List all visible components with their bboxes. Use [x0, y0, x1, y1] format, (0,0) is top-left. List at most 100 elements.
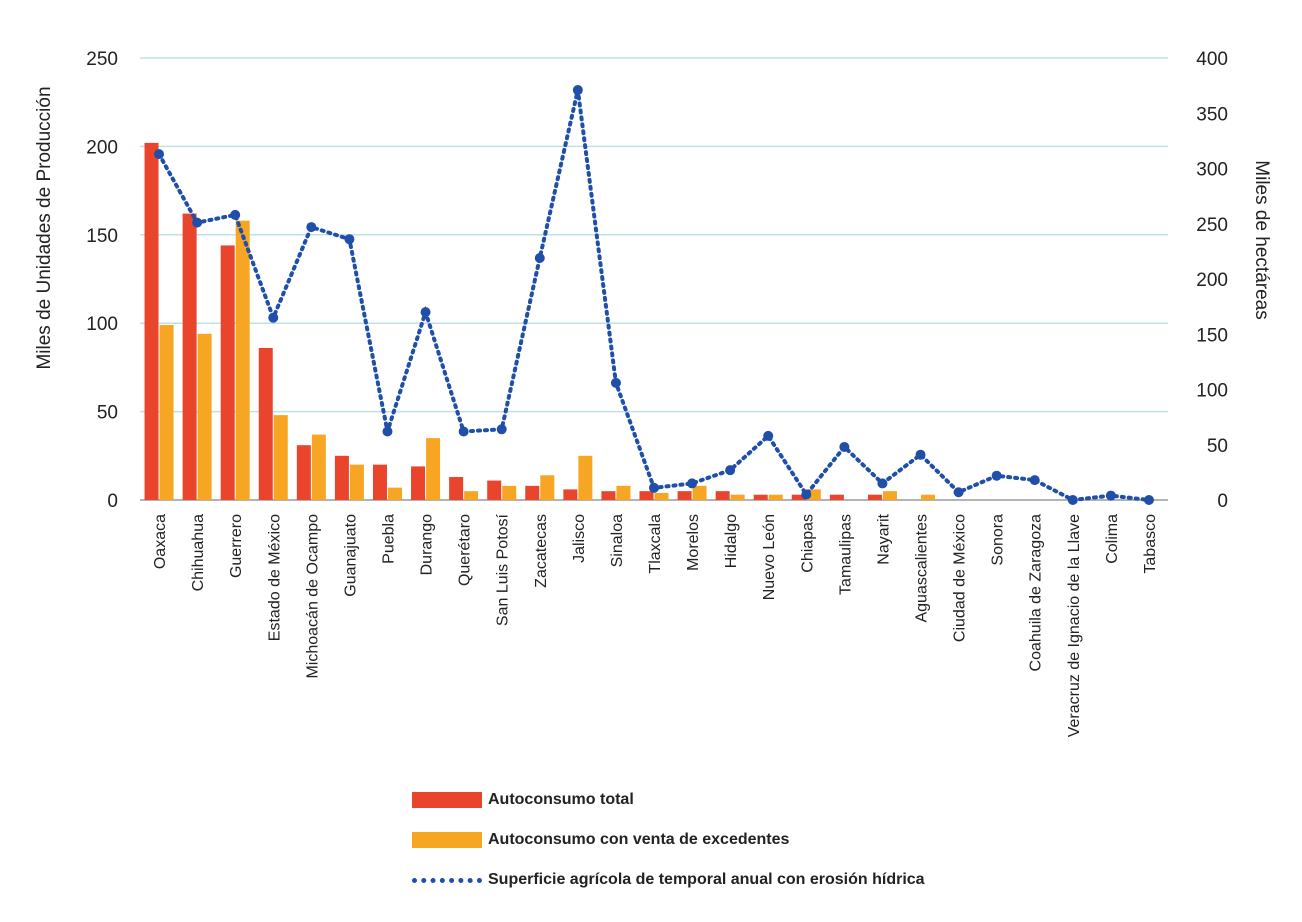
bar-autoconsumo-venta: [578, 455, 593, 500]
bar-autoconsumo-total: [220, 245, 235, 500]
erosion-point: [268, 312, 279, 323]
bar-autoconsumo-total: [334, 455, 349, 500]
erosion-point: [725, 465, 736, 476]
erosion-point: [572, 85, 583, 96]
bar-autoconsumo-venta: [921, 494, 936, 500]
erosion-point: [763, 430, 774, 441]
y-axis-left: 0 50 100 150 200 250: [86, 49, 118, 512]
x-tick-label: Sinaloa: [609, 514, 626, 567]
y2-tick-label: 150: [1196, 325, 1228, 346]
x-tick-label: Tabasco: [1142, 514, 1159, 574]
bar-autoconsumo-total: [296, 445, 311, 500]
bar-autoconsumo-venta: [882, 491, 897, 500]
y2-tick-label: 100: [1196, 381, 1228, 402]
bar-autoconsumo-total: [867, 494, 882, 500]
x-tick-label: Tlaxcala: [647, 514, 664, 574]
bar-autoconsumo-venta: [426, 438, 441, 500]
bar-autoconsumo-total: [144, 142, 159, 500]
erosion-point: [306, 222, 317, 233]
y-tick-label: 0: [107, 491, 118, 512]
bar-autoconsumo-total: [791, 494, 806, 500]
x-tick-label: Michoacán de Ocampo: [304, 514, 321, 679]
erosion-point: [230, 209, 241, 220]
x-tick-label: Nayarit: [875, 513, 892, 564]
erosion-point: [991, 470, 1002, 481]
bar-autoconsumo-total: [525, 485, 540, 500]
y2-tick-label: 200: [1196, 270, 1228, 291]
erosion-point: [420, 307, 431, 318]
bar-autoconsumo-venta: [273, 415, 288, 500]
x-tick-label: Durango: [419, 514, 436, 575]
erosion-point: [839, 441, 850, 452]
x-tick-label: Tamaulipas: [837, 514, 854, 595]
bar-autoconsumo-venta: [768, 494, 783, 500]
erosion-point: [344, 234, 355, 245]
bar-autoconsumo-venta: [540, 475, 555, 500]
bar-autoconsumo-venta: [387, 487, 402, 500]
erosion-point: [458, 426, 469, 437]
x-tick-label: Puebla: [380, 514, 397, 564]
line-series: [154, 85, 1154, 505]
y-axis-title: Miles de Unidades de Producción: [34, 86, 55, 369]
bar-autoconsumo-total: [601, 491, 616, 500]
erosion-point: [1029, 475, 1040, 486]
bar-autoconsumo-total: [372, 464, 387, 500]
erosion-point: [154, 149, 165, 160]
bar-autoconsumo-total: [753, 494, 768, 500]
x-tick-label: Veracruz de Ignacio de la Llave: [1066, 514, 1083, 737]
legend-swatch-dotted-line: [412, 877, 482, 883]
bar-autoconsumo-total: [639, 491, 654, 500]
erosion-point: [382, 426, 393, 437]
y2-tick-label: 350: [1196, 104, 1228, 125]
y2-tick-label: 0: [1217, 491, 1228, 512]
bar-autoconsumo-venta: [197, 333, 212, 500]
bar-autoconsumo-venta: [159, 324, 174, 500]
erosion-point: [1067, 495, 1078, 505]
x-tick-label: Chiapas: [799, 514, 816, 573]
bar-autoconsumo-total: [487, 480, 502, 500]
x-tick-label: Guanajuato: [342, 514, 359, 597]
erosion-point: [915, 449, 926, 460]
x-tick-label: Jalisco: [571, 514, 588, 563]
legend: Autoconsumo total Autoconsumo con venta …: [412, 780, 925, 900]
bar-autoconsumo-total: [563, 489, 578, 500]
bar-autoconsumo-total: [411, 466, 426, 500]
y2-tick-label: 400: [1196, 49, 1228, 70]
x-tick-label: Chihuahua: [190, 514, 207, 592]
y2-tick-label: 50: [1207, 436, 1228, 457]
erosion-point: [953, 487, 964, 498]
x-tick-label: Morelos: [685, 514, 702, 571]
y2-tick-label: 300: [1196, 160, 1228, 181]
erosion-point: [801, 489, 812, 500]
x-tick-label: Sonora: [990, 514, 1007, 566]
x-tick-label: Guerrero: [228, 514, 245, 578]
erosion-point: [496, 424, 507, 435]
legend-item-autoconsumo-venta: Autoconsumo con venta de excedentes: [412, 820, 925, 860]
bar-autoconsumo-venta: [654, 492, 669, 500]
erosion-point: [877, 478, 888, 489]
x-tick-label: Nuevo León: [761, 514, 778, 600]
bar-autoconsumo-venta: [730, 494, 745, 500]
y-tick-label: 100: [86, 314, 118, 335]
y-axis-right: 0 50 100 150 200 250 300 350 400: [1196, 49, 1228, 512]
bar-autoconsumo-venta: [616, 485, 631, 500]
legend-label: Autoconsumo total: [488, 791, 634, 808]
legend-item-autoconsumo-total: Autoconsumo total: [412, 780, 925, 820]
y2-axis-title: Miles de hectáreas: [1251, 160, 1272, 319]
bar-autoconsumo-venta: [502, 485, 517, 500]
bar-autoconsumo-venta: [349, 464, 364, 500]
x-tick-label: Colima: [1104, 514, 1121, 564]
y-tick-label: 200: [86, 137, 118, 158]
erosion-line: [157, 89, 1151, 503]
x-tick-label: Querétaro: [457, 514, 474, 586]
bar-autoconsumo-venta: [692, 485, 707, 500]
legend-item-superficie: Superficie agrícola de temporal anual co…: [412, 860, 925, 900]
y2-tick-label: 250: [1196, 215, 1228, 236]
x-tick-label: Estado de México: [266, 514, 283, 641]
legend-swatch-orange: [412, 832, 482, 848]
legend-label: Autoconsumo con venta de excedentes: [488, 831, 790, 848]
bar-autoconsumo-total: [829, 494, 844, 500]
erosion-point: [192, 217, 203, 228]
legend-swatch-red: [412, 792, 482, 808]
